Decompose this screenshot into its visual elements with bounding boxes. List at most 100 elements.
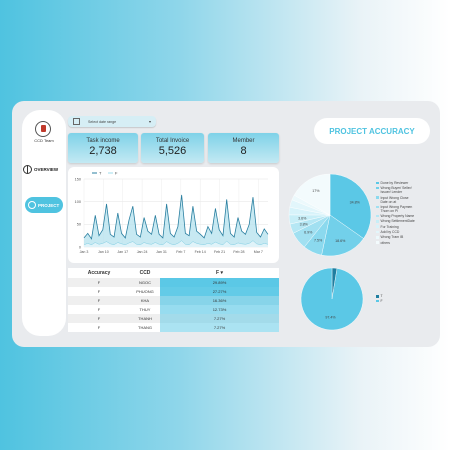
legend-label: Wrong Property Name [380,214,415,219]
legend-swatch [376,295,379,298]
cell-ccd: THUY [139,307,151,312]
legend-item[interactable]: Add by CCD [376,230,416,234]
legend-item[interactable]: Input Wrong Paymen Thorn on Pi [376,205,416,213]
legend-item[interactable]: T [376,294,383,299]
cell-accuracy: F [97,280,101,285]
pie-slice[interactable] [321,214,364,257]
legend-item[interactable]: F [376,299,383,304]
kpi-title: Task income [86,138,120,144]
cell-f: 12.73% [160,305,279,314]
pie-slice-label: 3.6% [298,216,307,220]
date-range-select[interactable]: Select date range ▾ [68,116,156,127]
nav-project[interactable]: PROJECT [25,197,63,213]
legend-item[interactable]: Wrong SettlementDate [376,219,416,223]
cell-ccd: KHA [140,298,150,303]
table-row[interactable]: F THUY 12.73% [68,305,279,314]
series-line-F [83,240,269,246]
legend-swatch [376,186,379,190]
legend-swatch [376,196,379,199]
legend-label: Done by Reviewer [380,181,409,185]
cell-f: 7.27% [160,314,279,323]
cell-f: 7.27% [160,323,279,332]
x-tick-label: Feb 7 [176,250,185,254]
kpi-value: 2,738 [89,145,117,157]
series-line-T [83,194,269,240]
pie-slice[interactable] [293,173,331,216]
kpi-task-income: Task income 2,738 [68,133,138,163]
col-header-f-label: F [216,270,220,276]
accuracy-table: Accuracy CCD F ▾ F NGOC 29.89% F PHUONG 27.27… [68,268,279,332]
pie-chart-errors: 34.8% 18.6% 7.5%6.9% 3.8% 3.6% 17% [288,173,372,257]
cell-accuracy: F [97,289,101,294]
area-chart-card: T F 0 50 100 150 Jan 3 Jan 10 Jan 17 Jan 24 Jan 31… [68,167,279,263]
series-area-T [84,194,268,247]
kpi-value: 5,526 [158,145,187,157]
cell-ccd: THANH [138,316,152,321]
pie-slice[interactable] [329,173,372,239]
kpi-value: 8 [240,145,247,157]
nav-overview[interactable]: OVERVIEW [23,163,65,175]
legend-swatch [376,241,379,244]
pie-slice-label: 97.4% [325,316,336,320]
series-area-F [84,240,268,247]
cell-ccd: THANG [138,325,152,330]
legend-swatch [376,299,379,302]
page-title: PROJECT ACCURACY [314,118,430,144]
sort-desc-icon: ▾ [220,270,223,276]
pie-slice-label: 3.8% [300,223,309,227]
cell-accuracy: F [97,325,101,330]
legend-label: F [380,298,383,303]
kpi-title: Member [232,138,255,144]
cell-ccd: PHUONG [136,289,154,294]
logo-icon [35,121,51,137]
kpi-member: Member 8 [208,133,279,163]
legend-label: For Training [380,224,399,229]
x-tick-label: Jan 24 [137,250,148,254]
legend-item[interactable]: Wrong Property Name [376,214,416,218]
table-row[interactable]: F PHUONG 27.27% [68,287,279,296]
table-row[interactable]: F THANH 7.27% [68,314,279,323]
legend-item[interactable]: For Training [376,225,416,229]
pie-slice-label: 34.8% [350,200,361,204]
table-header: Accuracy CCD F ▾ [68,268,279,278]
legend-label: Input Wrong Close Date on at [380,195,409,204]
legend-label: Input Wrong Paymen Thorn on Pi [380,204,413,213]
x-tick-label: Jan 3 [80,250,89,254]
legend-label: Wrong Tram IB [380,235,404,240]
y-tick-label: 50 [77,223,81,227]
cell-accuracy: F [97,298,101,303]
legend-item[interactable]: Input Wrong Close Date on at [376,196,416,204]
pie-legend-errors: Done by Reviewer Wrong Buyer/ Seller/ Iss… [376,181,416,246]
x-tick-label: Feb 28 [233,250,244,254]
x-tick-label: Feb 14 [195,250,206,254]
pie-slice-label: 6.9% [304,231,313,235]
y-tick-label: 100 [75,200,81,204]
legend-item[interactable]: Wrong Tram IB [376,235,416,239]
date-range-label: Select date range [88,119,117,124]
legend-swatch [376,181,379,185]
pie-slice[interactable] [300,267,364,331]
pie-chart-accuracy: 97.4% [300,267,364,331]
x-tick-label: Jan 17 [117,250,128,254]
kpi-total-invoice: Total Invoice 5,526 [141,133,204,163]
table-row[interactable]: F THANG 7.27% [68,323,279,332]
x-tick-label: Mar 7 [254,250,263,254]
table-row[interactable]: F NGOC 29.89% [68,278,279,287]
pie-slice-label: 18.6% [335,239,346,243]
col-header-f[interactable]: F ▾ [160,268,279,278]
legend-label: T [99,171,102,176]
x-tick-label: Jan 10 [98,250,109,254]
pie-slice-label: 17% [312,189,320,193]
table-row[interactable]: F KHA 16.36% [68,296,279,305]
legend-item[interactable]: Done by Reviewer [376,181,416,185]
legend-item[interactable]: Wrong Buyer/ Seller/ Issuer/ Lender [376,186,416,194]
col-header-ccd[interactable]: CCD [139,270,151,276]
cell-f: 29.89% [160,278,279,287]
col-header-accuracy[interactable]: Accuracy [87,270,111,276]
calendar-icon [73,118,80,125]
legend-item[interactable]: others [376,241,416,245]
cell-f: 16.36% [160,296,279,305]
legend-swatch [376,230,379,234]
logo-text: CCD Team [34,138,54,143]
